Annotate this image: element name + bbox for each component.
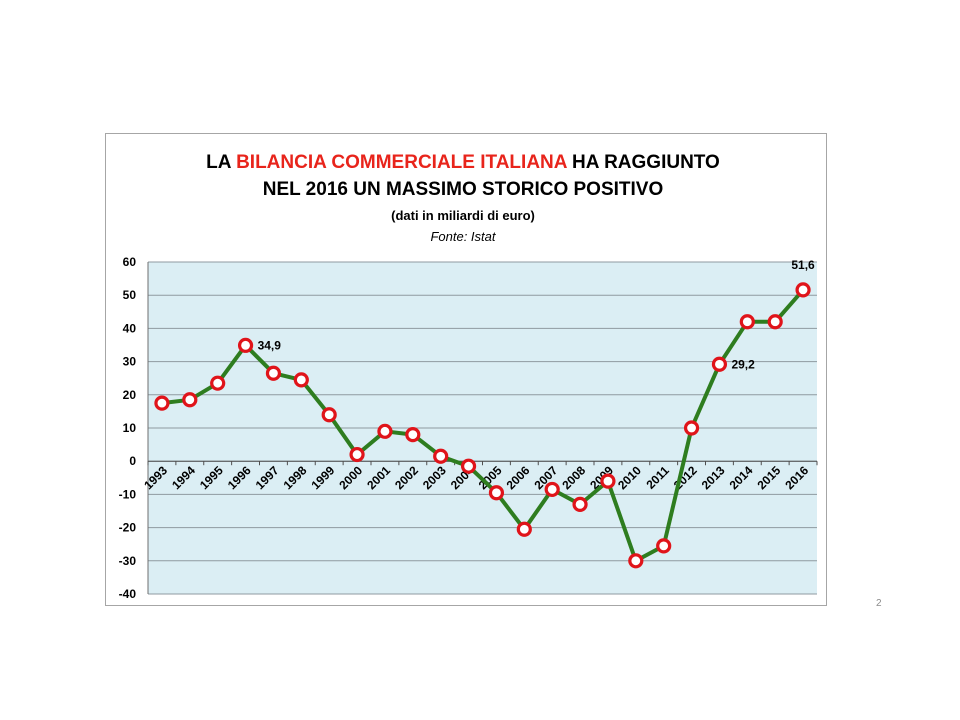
data-point-2004 — [460, 458, 477, 474]
data-point-2002 — [405, 427, 421, 443]
data-point-2006 — [516, 521, 532, 537]
title-part-1: LA — [206, 152, 236, 173]
data-label: 29,2 — [731, 357, 755, 371]
data-point-2007 — [544, 481, 560, 498]
y-tick-label: 50 — [123, 288, 137, 302]
data-point-2008 — [572, 496, 588, 512]
data-point-2005 — [488, 485, 505, 501]
data-point-2011 — [656, 538, 672, 554]
title-part-2-highlight: BILANCIA COMMERCIALE ITALIANA — [236, 152, 568, 173]
chart-source: Fonte: Istat — [430, 229, 496, 244]
data-point-2001 — [377, 423, 393, 439]
y-tick-label: 0 — [129, 454, 136, 468]
data-point-1995 — [210, 375, 226, 391]
data-point-2000 — [349, 446, 365, 463]
data-label: 34,9 — [258, 338, 282, 352]
chart-subtitle: (dati in miliardi di euro) — [391, 208, 535, 223]
data-point-1993 — [154, 395, 170, 411]
y-tick-label: 30 — [123, 355, 137, 369]
title-part-3: HA RAGGIUNTO — [567, 152, 720, 173]
chart-title-line-1: LA BILANCIA COMMERCIALE ITALIANA HA RAGG… — [206, 152, 720, 173]
data-point-2009 — [600, 473, 616, 489]
data-point-1994 — [182, 392, 198, 408]
data-point-2003 — [433, 448, 449, 464]
data-point-1998 — [293, 372, 309, 388]
data-point-1997 — [265, 365, 282, 381]
data-point-2014 — [739, 314, 755, 330]
y-tick-label: 20 — [123, 388, 137, 402]
data-point-2016 — [795, 282, 811, 298]
y-tick-label: 60 — [123, 255, 137, 269]
data-point-2015 — [767, 314, 783, 330]
y-tick-label: -40 — [119, 587, 137, 601]
page-number: 2 — [876, 598, 882, 609]
y-tick-label: -30 — [119, 554, 137, 568]
data-point-1996 — [237, 337, 254, 353]
chart-title-line-2: NEL 2016 UN MASSIMO STORICO POSITIVO — [263, 179, 664, 200]
y-tick-label: -20 — [119, 521, 137, 535]
chart-svg: LA BILANCIA COMMERCIALE ITALIANA HA RAGG… — [119, 152, 818, 601]
data-point-2012 — [683, 420, 700, 436]
chart-frame: LA BILANCIA COMMERCIALE ITALIANA HA RAGG… — [105, 133, 827, 606]
data-point-1999 — [321, 407, 337, 423]
y-tick-label: -10 — [119, 487, 137, 501]
y-tick-label: 40 — [123, 321, 137, 335]
data-point-2010 — [628, 553, 644, 569]
data-label: 51,6 — [791, 258, 815, 272]
data-point-2013 — [711, 356, 728, 372]
y-tick-label: 10 — [123, 421, 137, 435]
